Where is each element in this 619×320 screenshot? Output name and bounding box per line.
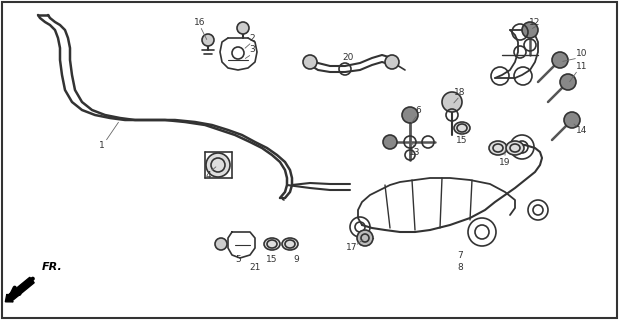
Text: 12: 12 — [529, 18, 540, 27]
Text: 4: 4 — [205, 171, 211, 180]
Ellipse shape — [282, 238, 298, 250]
Circle shape — [202, 34, 214, 46]
Circle shape — [383, 135, 397, 149]
Circle shape — [206, 153, 230, 177]
Ellipse shape — [264, 238, 280, 250]
Text: 20: 20 — [342, 53, 353, 62]
Circle shape — [303, 55, 317, 69]
Text: 2: 2 — [249, 34, 255, 43]
Circle shape — [215, 238, 227, 250]
Text: 18: 18 — [454, 87, 465, 97]
Text: 17: 17 — [346, 244, 358, 252]
Text: 21: 21 — [249, 263, 261, 273]
Circle shape — [560, 74, 576, 90]
Text: 15: 15 — [266, 255, 278, 265]
Circle shape — [385, 55, 399, 69]
Text: 7: 7 — [457, 251, 463, 260]
Ellipse shape — [489, 141, 507, 155]
Circle shape — [564, 112, 580, 128]
Text: 15: 15 — [456, 135, 468, 145]
Text: 3: 3 — [249, 45, 255, 54]
FancyArrow shape — [6, 277, 34, 302]
Circle shape — [237, 22, 249, 34]
Circle shape — [402, 107, 418, 123]
Text: 8: 8 — [457, 263, 463, 273]
Text: 10: 10 — [576, 50, 588, 59]
Text: 6: 6 — [415, 106, 421, 115]
Text: 13: 13 — [409, 148, 421, 156]
Text: 16: 16 — [194, 18, 206, 27]
Circle shape — [552, 52, 568, 68]
Circle shape — [522, 22, 538, 38]
Ellipse shape — [454, 122, 470, 134]
Text: 1: 1 — [99, 140, 105, 149]
Text: 14: 14 — [576, 125, 587, 134]
Circle shape — [357, 230, 373, 246]
Text: FR.: FR. — [42, 262, 63, 272]
Text: 11: 11 — [576, 61, 588, 70]
Text: 9: 9 — [293, 255, 299, 265]
Text: 19: 19 — [500, 157, 511, 166]
Text: 5: 5 — [235, 255, 241, 265]
Circle shape — [442, 92, 462, 112]
Ellipse shape — [506, 141, 524, 155]
